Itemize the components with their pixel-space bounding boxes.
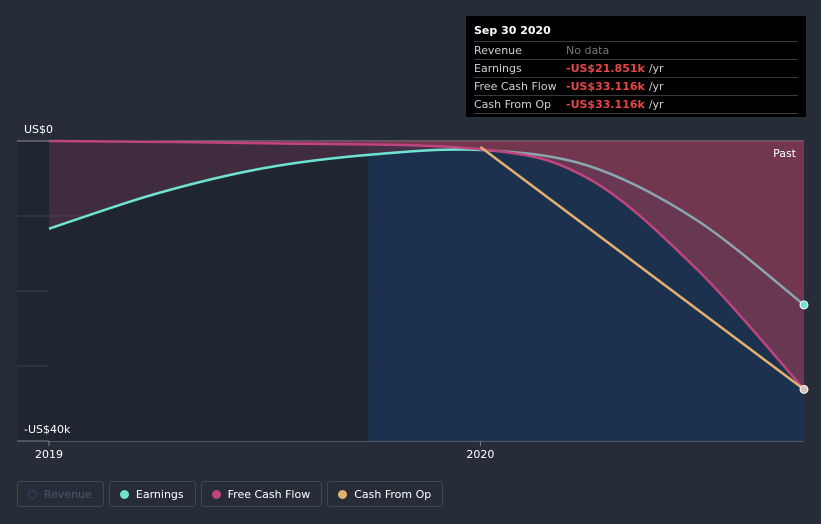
legend-label: Earnings xyxy=(135,487,184,501)
tooltip: Sep 30 2020 Revenue No data Earnings -US… xyxy=(466,16,806,117)
tooltip-value: -US$33.116k xyxy=(566,80,645,93)
tooltip-label: Earnings xyxy=(474,62,522,75)
legend-label: Free Cash Flow xyxy=(227,487,311,501)
legend-item-earnings[interactable]: Earnings xyxy=(108,481,196,507)
tooltip-value: -US$21.851k xyxy=(566,62,645,75)
legend-marker-icon xyxy=(338,489,348,499)
x-tick-label: 2019 xyxy=(35,448,63,461)
tooltip-row-revenue: Revenue No data xyxy=(474,42,798,60)
tooltip-value: No data xyxy=(566,44,610,57)
tooltip-date: Sep 30 2020 xyxy=(474,24,798,42)
free-cash-flow-area xyxy=(49,141,804,390)
legend: Revenue Earnings Free Cash Flow Cash Fro… xyxy=(17,481,444,507)
legend-item-free-cash-flow[interactable]: Free Cash Flow xyxy=(200,481,323,507)
y-axis-bottom-label: -US$40k xyxy=(24,423,71,436)
y-axis-top-label: US$0 xyxy=(24,123,53,136)
cash-from-op-point xyxy=(799,384,809,394)
tooltip-row-free-cash-flow: Free Cash Flow -US$33.116k /yr xyxy=(474,78,798,96)
tooltip-row-cash-from-op: Cash From Op -US$33.116k /yr xyxy=(474,96,798,114)
earnings-upper-area xyxy=(49,141,804,305)
legend-marker-icon xyxy=(28,489,37,499)
cash-from-op-line xyxy=(479,145,805,391)
legend-label: Revenue xyxy=(44,487,92,501)
earnings-line-projection xyxy=(480,148,805,306)
tooltip-label: Revenue xyxy=(474,44,522,57)
legend-label: Cash From Op xyxy=(354,487,432,501)
legend-item-revenue[interactable]: Revenue xyxy=(17,481,104,507)
tooltip-unit: /yr xyxy=(648,62,664,75)
earnings-line xyxy=(48,148,481,230)
tooltip-unit: /yr xyxy=(648,80,664,93)
tooltip-row-earnings: Earnings -US$21.851k /yr xyxy=(474,60,798,78)
tooltip-label: Free Cash Flow xyxy=(474,80,557,93)
legend-item-cash-from-op[interactable]: Cash From Op xyxy=(327,481,444,507)
earnings-area-past xyxy=(49,154,369,441)
legend-marker-icon xyxy=(211,489,221,499)
past-label: Past xyxy=(773,147,797,160)
x-tick-label: 2020 xyxy=(466,448,494,461)
legend-marker-icon xyxy=(119,489,129,499)
earnings-point xyxy=(799,300,809,310)
tooltip-label: Cash From Op xyxy=(474,98,552,111)
tooltip-value: -US$33.116k xyxy=(566,98,645,111)
free-cash-flow-line xyxy=(48,139,805,391)
tooltip-unit: /yr xyxy=(648,98,664,111)
